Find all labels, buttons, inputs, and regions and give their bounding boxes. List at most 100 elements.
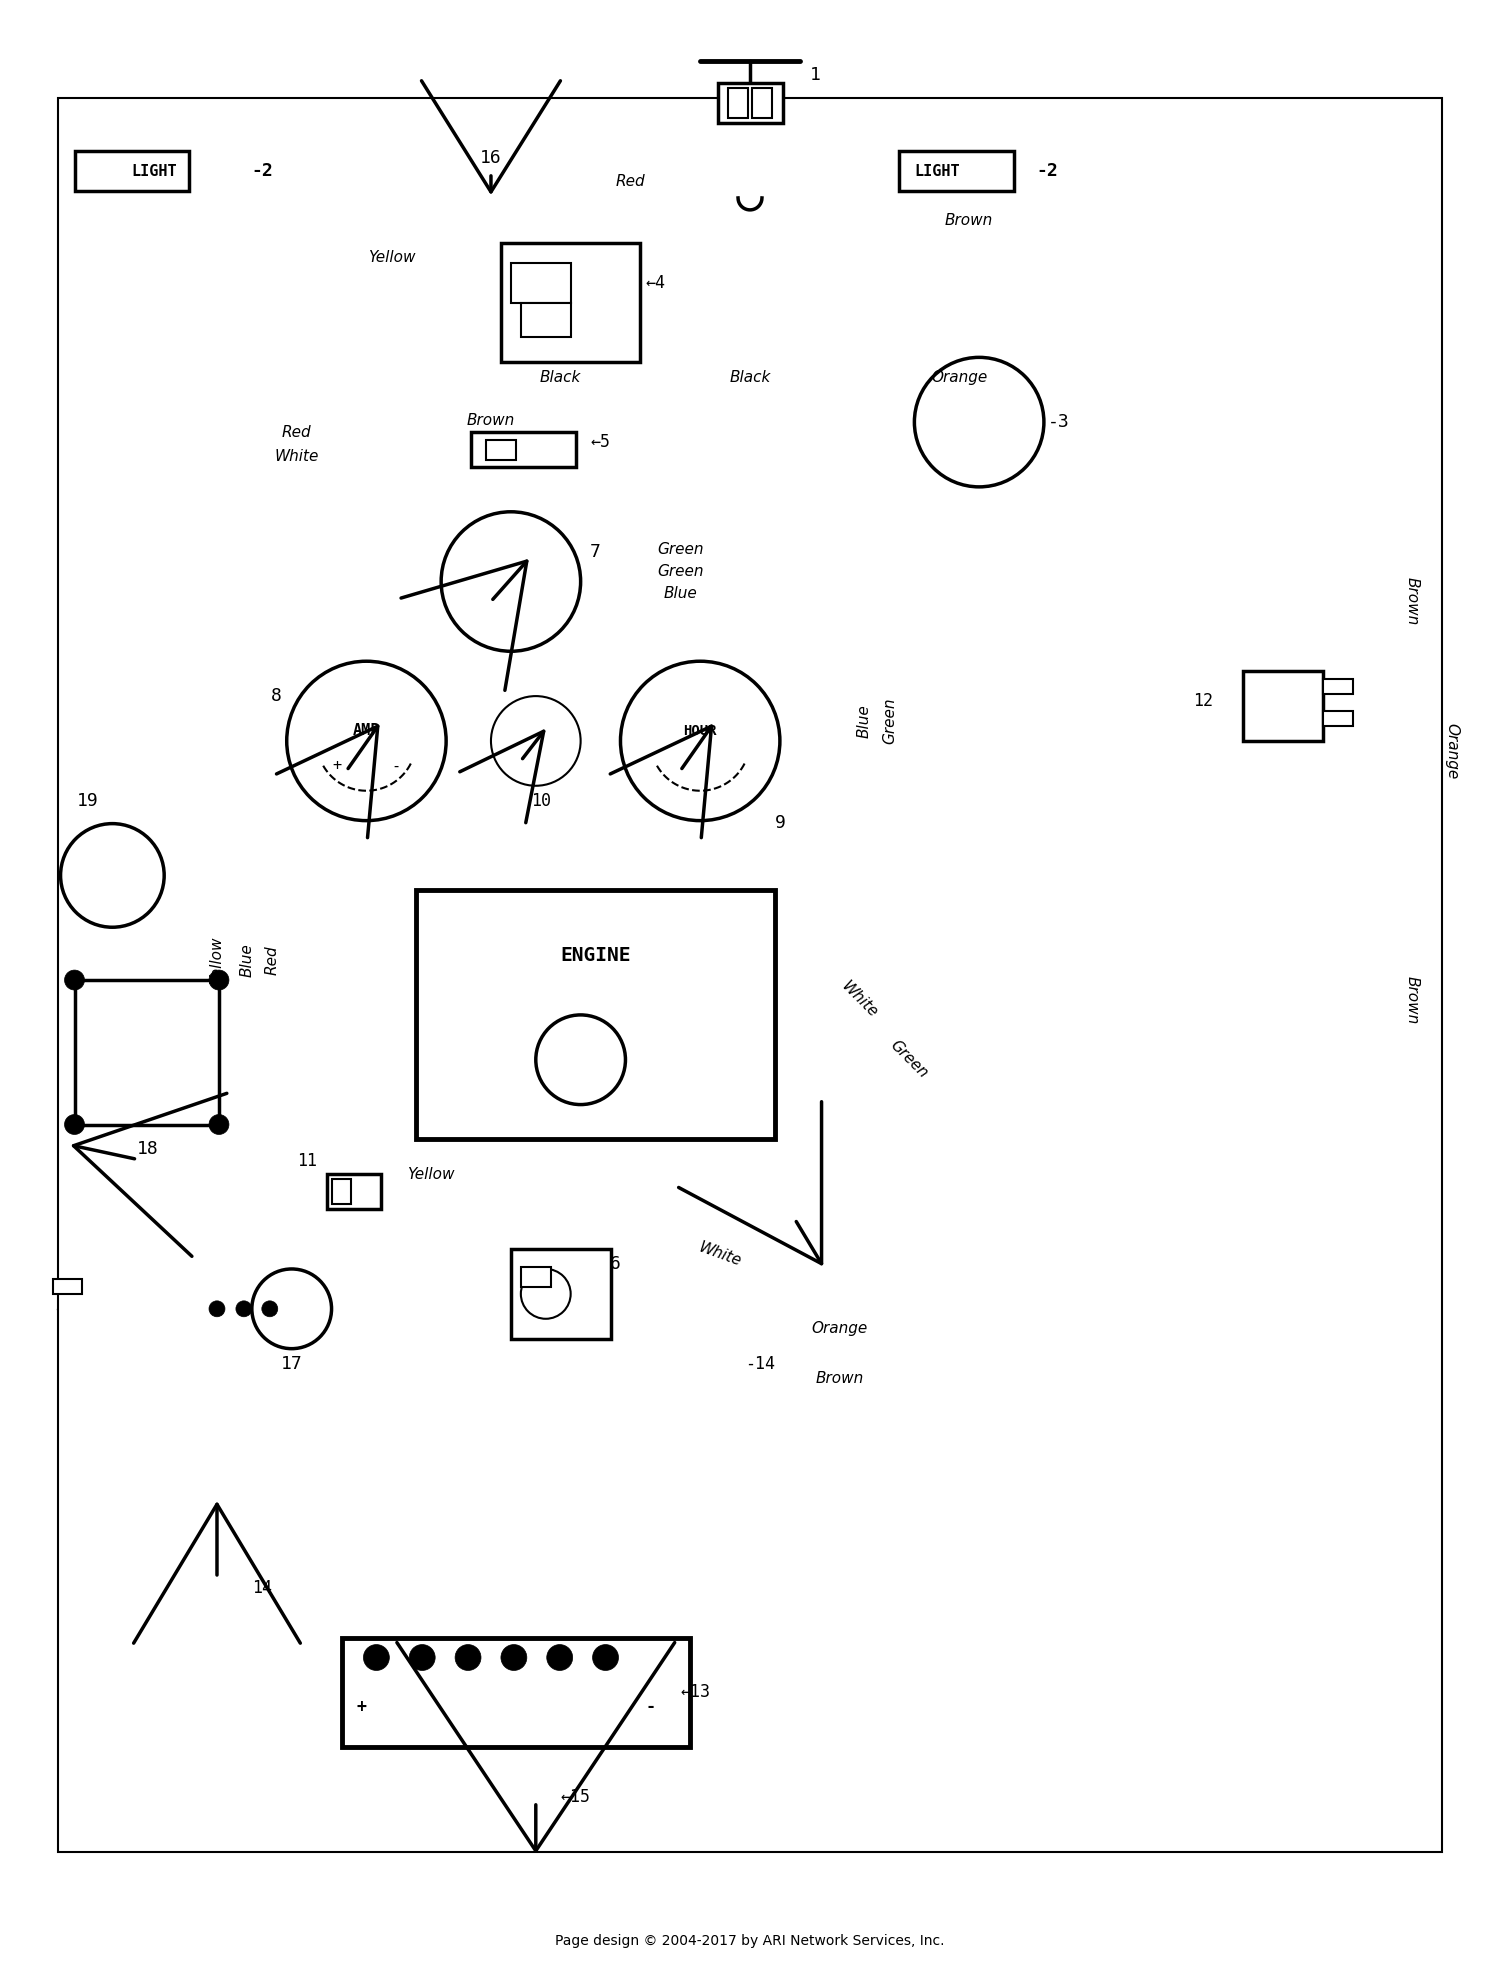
Circle shape (592, 1645, 618, 1671)
Text: ←5: ←5 (591, 432, 610, 452)
Text: Yellow: Yellow (210, 936, 225, 983)
Text: Green: Green (882, 698, 897, 745)
Circle shape (621, 662, 780, 821)
Bar (728, 89, 748, 119)
Text: Blue: Blue (856, 704, 871, 737)
Text: 14: 14 (252, 1580, 272, 1597)
Text: 11: 11 (297, 1152, 316, 1169)
Circle shape (64, 1114, 84, 1134)
Text: 19: 19 (76, 791, 99, 811)
Text: Green: Green (657, 565, 704, 579)
Bar (75, 151, 189, 190)
Bar (53, 1278, 82, 1294)
Text: 18: 18 (136, 1140, 158, 1157)
Text: Yellow: Yellow (408, 1167, 454, 1181)
Text: Page design © 2004-2017 by ARI Network Services, Inc.: Page design © 2004-2017 by ARI Network S… (555, 1934, 945, 1948)
Circle shape (410, 1645, 435, 1671)
Text: -2: -2 (1036, 163, 1058, 180)
Text: White: White (274, 450, 320, 464)
Circle shape (252, 1268, 332, 1348)
Circle shape (548, 1645, 573, 1671)
Circle shape (441, 511, 580, 652)
Text: Yellow: Yellow (368, 250, 416, 266)
Circle shape (501, 1645, 526, 1671)
Circle shape (915, 357, 1044, 488)
Text: Red: Red (615, 174, 645, 188)
Text: Orange: Orange (1444, 723, 1460, 779)
Bar (1323, 680, 1353, 694)
Bar (75, 979, 219, 1124)
Text: Orange: Orange (812, 1322, 868, 1336)
Text: LIGHT: LIGHT (132, 165, 177, 178)
Text: Brown: Brown (945, 214, 993, 228)
Text: -14: -14 (746, 1354, 776, 1374)
Text: -: - (645, 1699, 656, 1716)
Text: HOUR: HOUR (684, 723, 717, 737)
Text: -2: -2 (252, 163, 273, 180)
Bar (327, 1173, 381, 1209)
Bar (332, 1179, 351, 1205)
Circle shape (490, 696, 580, 785)
Text: Green: Green (888, 1039, 932, 1082)
Circle shape (209, 1300, 225, 1316)
Bar (718, 83, 783, 123)
Bar (57, 99, 1443, 1851)
Bar (342, 1637, 690, 1748)
Text: +: + (332, 759, 340, 773)
Bar (501, 242, 640, 363)
Text: Red: Red (282, 424, 312, 440)
Text: +: + (357, 1699, 366, 1716)
Circle shape (64, 969, 84, 989)
Text: White: White (696, 1239, 744, 1268)
Text: Brown: Brown (466, 412, 514, 428)
Text: 7: 7 (590, 543, 602, 561)
Circle shape (454, 1645, 482, 1671)
Text: -3: -3 (1048, 412, 1070, 432)
Circle shape (262, 1300, 278, 1316)
Text: White: White (839, 979, 880, 1021)
Bar (520, 303, 570, 337)
Text: Green: Green (657, 543, 704, 557)
Bar (471, 432, 576, 468)
Text: 8: 8 (272, 688, 282, 706)
Bar (1244, 672, 1323, 741)
Text: -: - (392, 759, 400, 773)
Text: ENGINE: ENGINE (561, 945, 632, 965)
Text: 12: 12 (1194, 692, 1214, 710)
Text: Brown: Brown (1406, 975, 1420, 1025)
Circle shape (60, 825, 164, 928)
Text: Black: Black (729, 371, 771, 385)
Circle shape (209, 1114, 230, 1134)
Text: ←13: ←13 (680, 1683, 710, 1701)
Bar (512, 1249, 610, 1338)
Text: Brown: Brown (816, 1372, 864, 1385)
Circle shape (536, 1015, 626, 1104)
Bar (900, 151, 1014, 190)
Circle shape (286, 662, 446, 821)
Text: ←15: ←15 (561, 1788, 591, 1806)
Circle shape (236, 1300, 252, 1316)
Bar (1323, 712, 1353, 725)
Text: AMP: AMP (352, 723, 380, 739)
Text: 1: 1 (810, 67, 820, 85)
Text: LIGHT: LIGHT (915, 165, 960, 178)
Circle shape (209, 969, 230, 989)
Text: 17: 17 (280, 1354, 303, 1374)
Text: Orange: Orange (932, 371, 987, 385)
Text: Black: Black (540, 371, 582, 385)
Bar (512, 264, 570, 303)
Text: 16: 16 (480, 149, 502, 166)
Circle shape (520, 1268, 570, 1318)
Text: 9: 9 (774, 815, 786, 832)
Bar (520, 1266, 550, 1286)
Text: Blue: Blue (240, 943, 255, 977)
Text: Brown: Brown (1406, 577, 1420, 626)
Text: 10: 10 (531, 791, 550, 811)
Text: Blue: Blue (663, 587, 698, 601)
Text: Red: Red (264, 945, 279, 975)
Text: 6: 6 (610, 1255, 621, 1272)
Bar (486, 440, 516, 460)
Bar (752, 89, 772, 119)
Text: ←4: ←4 (645, 274, 666, 291)
Circle shape (363, 1645, 390, 1671)
